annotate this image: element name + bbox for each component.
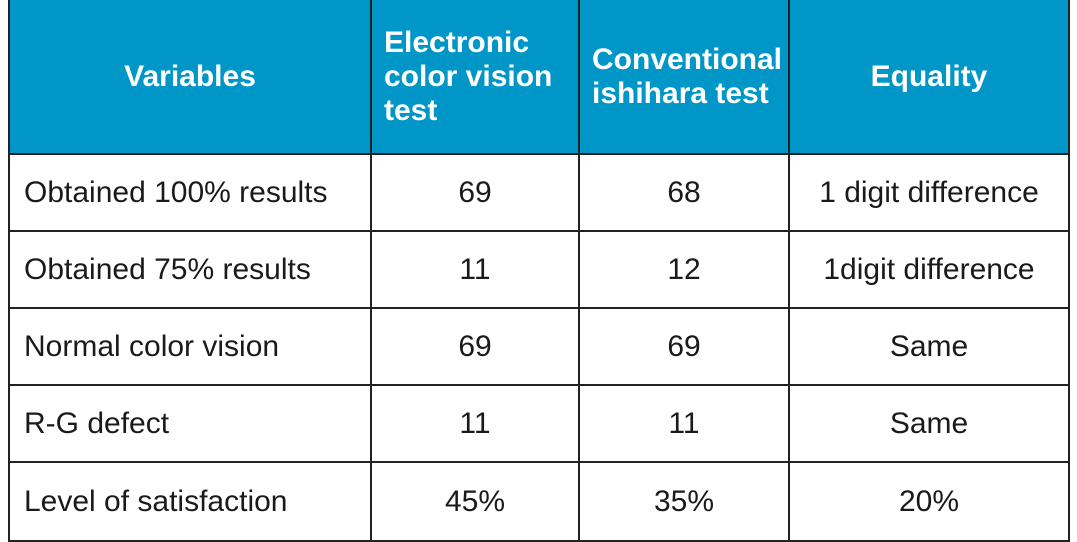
cell-variable: Normal color vision <box>8 307 372 386</box>
cell-variable: Level of satisfaction <box>8 461 372 542</box>
comparison-table: Variables Electronic color vision test C… <box>8 0 1070 542</box>
cell-electronic: 11 <box>370 230 580 309</box>
cell-electronic: 69 <box>370 153 580 232</box>
cell-equality: 1digit difference <box>788 230 1070 309</box>
cell-electronic: 45% <box>370 461 580 542</box>
cell-equality: 20% <box>788 461 1070 542</box>
cell-conventional: 69 <box>578 307 790 386</box>
cell-equality: Same <box>788 384 1070 463</box>
cell-equality: Same <box>788 307 1070 386</box>
header-electronic-test: Electronic color vision test <box>370 0 580 155</box>
comparison-table-container: Variables Electronic color vision test C… <box>8 0 1070 542</box>
cell-conventional: 11 <box>578 384 790 463</box>
cell-variable: Obtained 75% results <box>8 230 372 309</box>
cell-electronic: 11 <box>370 384 580 463</box>
cell-electronic: 69 <box>370 307 580 386</box>
table-header-row: Variables Electronic color vision test C… <box>8 0 1070 155</box>
table-row: Level of satisfaction 45% 35% 20% <box>8 461 1070 542</box>
table-row: Obtained 75% results 11 12 1digit differ… <box>8 230 1070 309</box>
cell-variable: Obtained 100% results <box>8 153 372 232</box>
header-variables: Variables <box>8 0 372 155</box>
header-conventional-test: Conventional ishihara test <box>578 0 790 155</box>
table-row: Obtained 100% results 69 68 1 digit diff… <box>8 153 1070 232</box>
cell-variable: R-G defect <box>8 384 372 463</box>
cell-conventional: 12 <box>578 230 790 309</box>
header-equality: Equality <box>788 0 1070 155</box>
cell-conventional: 35% <box>578 461 790 542</box>
cell-conventional: 68 <box>578 153 790 232</box>
cell-equality: 1 digit difference <box>788 153 1070 232</box>
table-row: Normal color vision 69 69 Same <box>8 307 1070 386</box>
table-row: R-G defect 11 11 Same <box>8 384 1070 463</box>
